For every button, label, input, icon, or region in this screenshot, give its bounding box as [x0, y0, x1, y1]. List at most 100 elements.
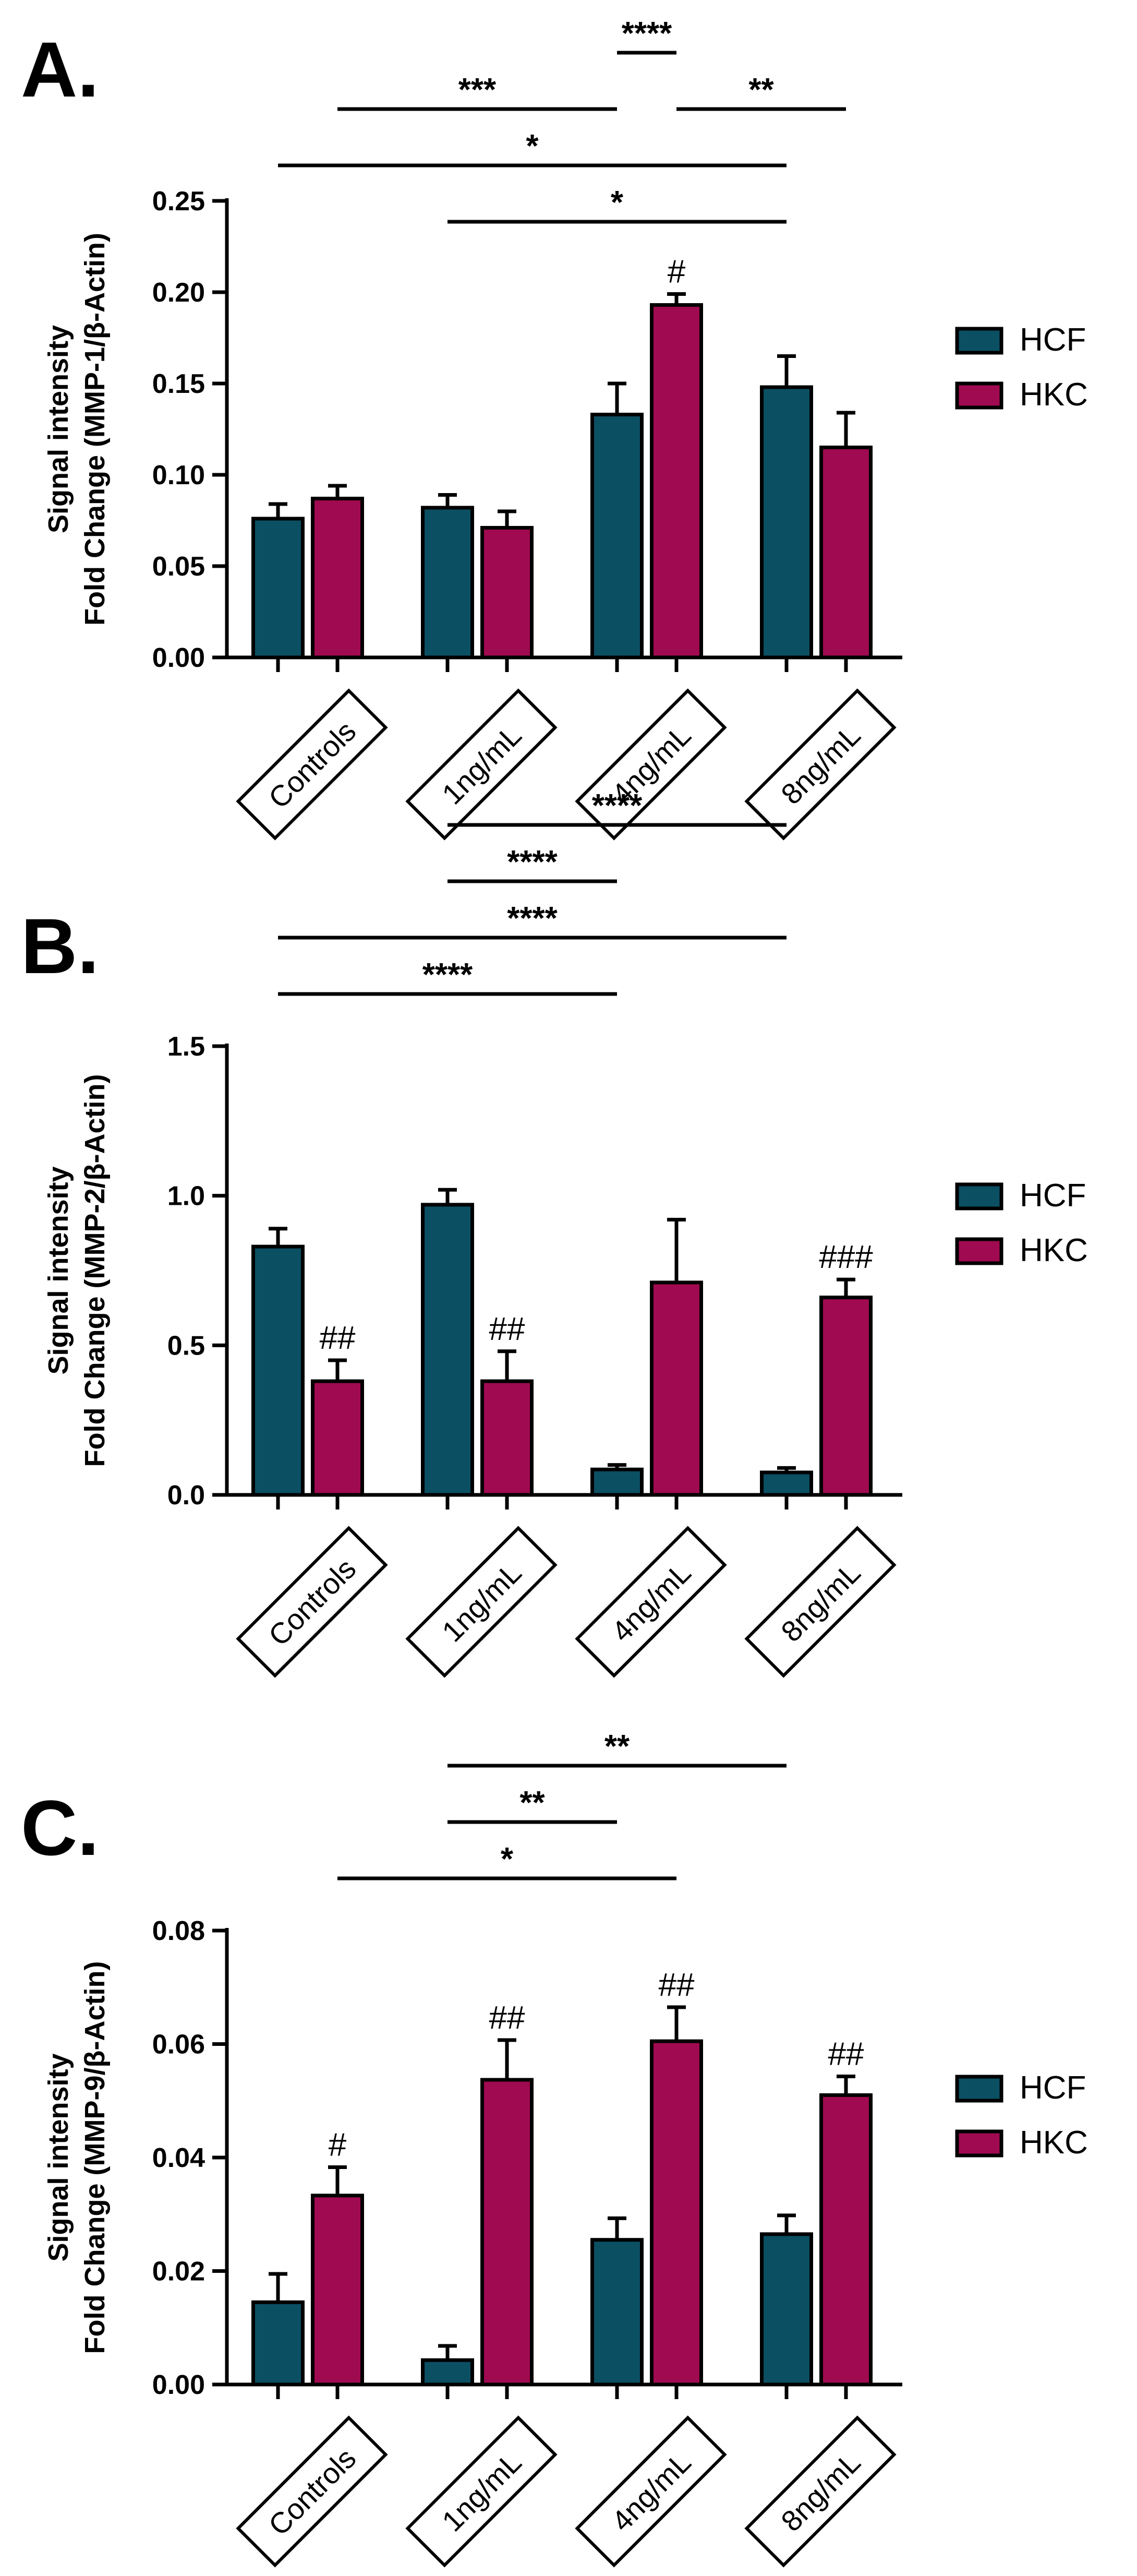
category-box	[575, 2415, 727, 2568]
category-label-box: 1ng/mL	[405, 1526, 558, 1678]
significance-stars: ***	[458, 72, 497, 108]
legend-swatch-hkc	[955, 1237, 1003, 1265]
category-box	[236, 688, 388, 841]
legend-label-hkc: HKC	[1020, 1232, 1088, 1268]
panel-a: A. Signal intensity Fold Change (MMP-1/β-A…	[21, 16, 1088, 841]
y-tick-label: 1.5	[167, 1032, 205, 1062]
bar-hkc-4ng-ml	[650, 1280, 703, 1497]
significance-hash: #	[668, 254, 686, 290]
significance-hash: ##	[320, 1320, 356, 1356]
y-tick-label: 1.0	[167, 1181, 205, 1212]
significance-stars: *	[526, 128, 539, 164]
bar-hkc-4ng-ml	[650, 303, 703, 660]
bar-hcf-1ng-ml	[421, 506, 474, 660]
significance-hash: ##	[828, 2036, 864, 2072]
y-tick-label: 0.04	[152, 2143, 205, 2173]
bar-hkc-4ng-ml	[650, 2039, 703, 2387]
significance-hash: ##	[489, 2000, 525, 2036]
bar-hcf-8ng-ml	[760, 385, 813, 660]
legend: HCF HKC	[955, 1178, 1088, 1268]
legend-swatch-hkc	[955, 2129, 1003, 2158]
category-label-box: 4ng/mL	[575, 2415, 727, 2568]
bar-hkc-8ng-ml	[819, 1296, 873, 1497]
panel-b: B. Signal intensity Fold Change (MMP-2/β-A…	[21, 788, 1088, 1678]
bar-hkc-8ng-ml	[819, 2093, 873, 2387]
category-label-box: Controls	[236, 2415, 388, 2568]
category-box	[236, 2415, 388, 2568]
y-tick-label: 0.15	[152, 369, 205, 399]
bar-hcf-controls	[251, 2300, 305, 2387]
category-label-box: Controls	[236, 688, 388, 841]
y-axis-label-line2: Fold Change (MMP-9/β-Actin)	[79, 1961, 111, 2354]
category-box	[744, 688, 897, 841]
y-tick-label: 0.06	[152, 2030, 205, 2060]
significance-hash: ##	[659, 1967, 695, 2003]
significance-stars: ****	[507, 844, 558, 880]
category-box	[405, 2415, 558, 2568]
significance-hash: ##	[489, 1311, 525, 1347]
category-label-box: 8ng/mL	[744, 688, 897, 841]
bar-hcf-8ng-ml	[760, 1470, 813, 1497]
category-box	[744, 2415, 897, 2568]
y-tick-label: 0.20	[152, 278, 205, 308]
bar-hcf-8ng-ml	[760, 2232, 813, 2387]
category-box	[575, 1526, 727, 1678]
y-tick-label: 0.5	[167, 1331, 205, 1361]
y-tick-label: 0.00	[152, 643, 205, 673]
panel-label: C.	[21, 1784, 99, 1872]
significance-stars: *	[501, 1841, 514, 1877]
category-box	[744, 1526, 897, 1678]
bar-hkc-1ng-ml	[480, 2078, 534, 2387]
significance-stars: ****	[422, 957, 473, 993]
panel-c: C. Signal intensity Fold Change (MMP-9/β-A…	[21, 1729, 1088, 2568]
bar-hcf-4ng-ml	[590, 2238, 644, 2387]
category-label-box: 8ng/mL	[744, 2415, 897, 2568]
bar-hcf-4ng-ml	[590, 1467, 644, 1497]
y-axis-label-line1: Signal intensity	[43, 325, 74, 533]
legend-label-hcf: HCF	[1020, 322, 1086, 358]
significance-hash: #	[329, 2127, 347, 2163]
legend-swatch-hcf	[955, 327, 1003, 355]
significance-stars: **	[748, 72, 774, 108]
significance-stars: ****	[622, 16, 672, 52]
category-label-box: Controls	[236, 1526, 388, 1678]
category-box	[405, 1526, 558, 1678]
significance-hash: ###	[819, 1239, 873, 1275]
significance-stars: ****	[592, 788, 643, 824]
significance-stars: *	[611, 185, 624, 221]
bar-hcf-4ng-ml	[590, 413, 644, 660]
legend-label-hkc: HKC	[1020, 2125, 1088, 2161]
y-tick-label: 0.25	[152, 186, 205, 217]
significance-stars: **	[519, 1785, 545, 1821]
legend-swatch-hcf	[955, 1182, 1003, 1211]
bar-hcf-1ng-ml	[421, 1203, 474, 1497]
legend-label-hkc: HKC	[1020, 377, 1088, 413]
significance-stars: **	[604, 1729, 630, 1765]
legend-swatch-hcf	[955, 2075, 1003, 2103]
bar-hkc-controls	[311, 1379, 364, 1497]
panel-label: A.	[21, 26, 99, 113]
bar-hkc-8ng-ml	[819, 446, 873, 660]
y-tick-label: 0.0	[167, 1480, 205, 1511]
y-axis-label-line1: Signal intensity	[43, 2053, 74, 2261]
bar-hkc-controls	[311, 497, 364, 660]
significance-stars: ****	[507, 901, 558, 937]
legend-swatch-hkc	[955, 381, 1003, 410]
legend: HCF HKC	[955, 2070, 1088, 2161]
category-box	[575, 688, 727, 841]
y-tick-label: 0.00	[152, 2370, 205, 2400]
legend: HCF HKC	[955, 322, 1088, 413]
y-axis-label-line2: Fold Change (MMP-1/β-Actin)	[79, 233, 111, 626]
bar-hkc-controls	[311, 2194, 364, 2387]
legend-label-hcf: HCF	[1020, 1178, 1086, 1214]
bar-hcf-1ng-ml	[421, 2358, 474, 2387]
y-axis-label-line2: Fold Change (MMP-2/β-Actin)	[79, 1074, 111, 1467]
bar-hkc-1ng-ml	[480, 1379, 534, 1497]
bar-hcf-controls	[251, 517, 305, 660]
y-tick-label: 0.08	[152, 1916, 205, 1946]
panel-label: B.	[21, 902, 99, 990]
y-axis-label-line1: Signal intensity	[43, 1166, 74, 1374]
category-box	[236, 1526, 388, 1678]
category-label-box: 4ng/mL	[575, 688, 727, 841]
